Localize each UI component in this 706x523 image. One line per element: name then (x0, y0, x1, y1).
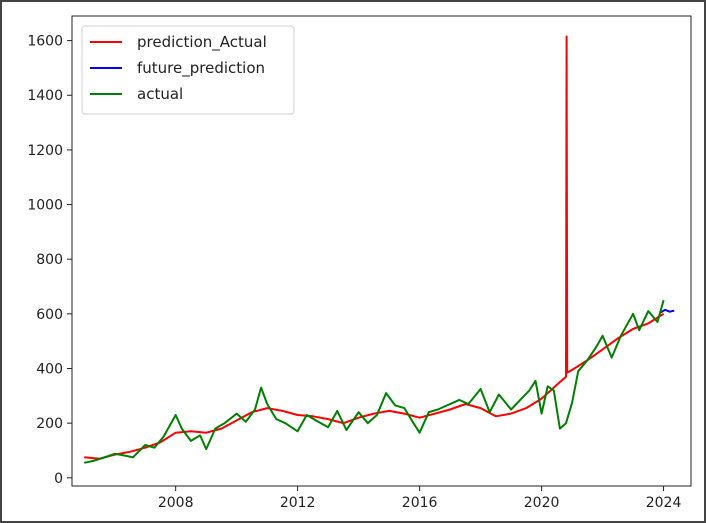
x-tick-label: 2016 (402, 495, 438, 511)
series-line-prediction-actual (84, 35, 665, 460)
y-tick-label: 400 (36, 362, 63, 378)
plot-area-border (71, 15, 692, 487)
plot-layer (83, 35, 675, 464)
y-tick-label: 0 (54, 471, 63, 487)
series-line-actual (83, 299, 665, 464)
legend-label: prediction_Actual (137, 33, 267, 52)
series-line-future-prediction (659, 308, 675, 314)
y-tick-label: 800 (36, 252, 63, 268)
y-tick-label: 1200 (27, 143, 63, 159)
y-tick-label: 1400 (27, 88, 63, 104)
x-tick-label: 2020 (524, 495, 560, 511)
x-tick-label: 2012 (280, 495, 316, 511)
axis-layer: 2008 2012 2016 2020 2024 0 200 400 600 800 1000 120… (27, 34, 681, 511)
y-tick-label: 1000 (27, 198, 63, 214)
legend-label: future_prediction (137, 59, 265, 78)
legend-box (81, 25, 295, 115)
legend-label: actual (137, 85, 183, 103)
y-tick-label: 200 (36, 416, 63, 432)
x-tick-label: 2008 (158, 495, 194, 511)
y-tick-label: 600 (36, 307, 63, 323)
y-tick-label: 1600 (27, 34, 63, 50)
x-tick-label: 2024 (646, 495, 682, 511)
